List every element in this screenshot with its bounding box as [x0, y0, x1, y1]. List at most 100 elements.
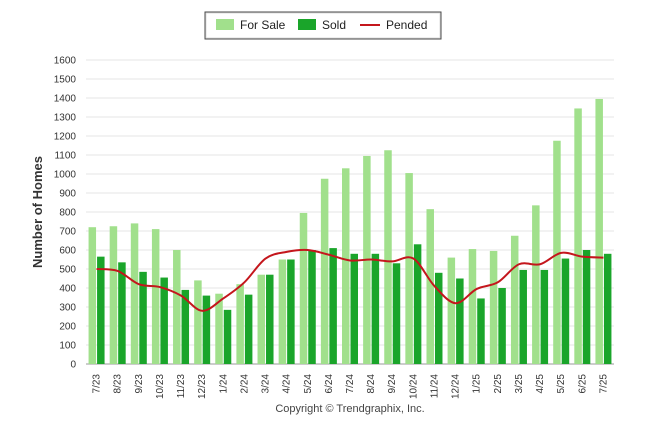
bar-sold [350, 253, 358, 364]
bar-for-sale [405, 173, 413, 364]
x-tick-label: 2/24 [239, 374, 250, 394]
bar-sold [118, 262, 126, 364]
bar-sold [266, 274, 274, 364]
legend-swatch-sold [298, 19, 316, 30]
y-tick-label: 1500 [54, 75, 77, 86]
bar-for-sale [489, 250, 498, 364]
y-tick-label: 600 [59, 246, 76, 257]
bar-sold [139, 271, 147, 364]
x-tick-label: 11/24 [429, 374, 440, 399]
bar-sold [561, 258, 570, 364]
bar-sold [582, 250, 591, 364]
bar-sold [329, 248, 337, 364]
x-tick-label: 7/25 [598, 374, 609, 394]
x-tick-label: 7/23 [92, 374, 103, 394]
bar-sold [287, 259, 295, 364]
x-tick-label: 5/25 [556, 374, 567, 394]
bar-for-sale [257, 274, 266, 364]
bar-sold [97, 256, 105, 364]
x-tick-label: 6/24 [324, 374, 335, 394]
x-axis-ticks: 7/23 8/23 9/23 10/23 11/23 12/23 1/24 2/24 3/24 4… [92, 374, 610, 399]
bar-sold [434, 272, 443, 364]
bar-sold [498, 288, 506, 364]
x-tick-label: 11/23 [176, 374, 187, 399]
bar-for-sale [384, 150, 392, 364]
x-tick-label: 1/24 [218, 374, 229, 394]
y-tick-label: 500 [59, 265, 76, 276]
x-tick-label: 3/24 [261, 374, 272, 394]
bar-sold [244, 294, 253, 364]
bar-sold [540, 269, 549, 364]
x-tick-label: 8/24 [366, 374, 377, 394]
x-tick-label: 8/23 [113, 374, 124, 394]
x-tick-label: 10/23 [155, 374, 166, 399]
bar-sold [477, 298, 485, 364]
y-tick-label: 1000 [54, 170, 77, 181]
bar-for-sale [194, 280, 202, 364]
x-tick-label: 12/23 [197, 374, 208, 399]
x-tick-label: 5/24 [303, 374, 314, 394]
y-tick-label: 0 [70, 360, 76, 371]
bar-for-sale [447, 257, 456, 364]
bar-sold [413, 244, 422, 364]
x-tick-label: 2/25 [493, 374, 504, 394]
x-tick-label: 4/24 [282, 374, 293, 394]
legend-label-for-sale: For Sale [240, 18, 286, 32]
bar-for-sale [109, 226, 118, 364]
pended-series-line [96, 248, 604, 312]
y-tick-label: 100 [59, 341, 76, 352]
x-tick-label: 7/24 [345, 374, 356, 394]
legend-swatch-for-sale [216, 19, 234, 30]
y-tick-label: 1400 [54, 94, 77, 105]
bar-for-sale [130, 223, 139, 364]
bar-sold [223, 309, 232, 364]
bar-for-sale [88, 227, 97, 364]
x-tick-label: 10/24 [408, 374, 419, 399]
bar-sold [181, 289, 190, 364]
bar-sold [603, 253, 612, 364]
bar-for-sale [553, 140, 561, 364]
x-tick-label: 6/25 [577, 374, 588, 394]
bar-sold [308, 250, 316, 364]
x-tick-label: 3/25 [514, 374, 525, 394]
bar-for-sale [595, 98, 603, 364]
x-tick-label: 1/25 [472, 374, 483, 394]
y-tick-label: 700 [59, 227, 76, 238]
x-tick-label: 9/24 [387, 374, 398, 394]
y-tick-label: 200 [59, 322, 76, 333]
legend-label-pended: Pended [386, 18, 427, 32]
x-tick-label: 12/24 [451, 374, 462, 399]
y-tick-label: 1600 [54, 56, 77, 67]
bar-sold [202, 295, 211, 364]
bar-for-sale [299, 212, 308, 364]
y-tick-label: 800 [59, 208, 76, 219]
y-tick-label: 900 [59, 189, 76, 200]
bar-for-sale [173, 250, 181, 364]
y-axis-ticks: 0 100 200 300 400 500 600 700 800 900 1000 1100 1200… [54, 56, 77, 371]
bar-for-sale [426, 209, 434, 364]
bar-sold [160, 277, 168, 364]
bar-for-sale [510, 235, 519, 364]
y-tick-label: 1100 [54, 151, 76, 162]
x-tick-label: 4/25 [535, 374, 546, 394]
bar-for-sale [574, 108, 582, 364]
y-tick-label: 300 [59, 303, 76, 314]
y-tick-label: 1300 [54, 113, 77, 124]
bar-for-sale [151, 229, 160, 364]
y-tick-label: 400 [59, 284, 76, 295]
pended-line [96, 248, 604, 312]
y-tick-label: 1200 [54, 132, 77, 143]
bar-for-sale [215, 293, 223, 364]
bar-for-sale [468, 249, 477, 364]
x-tick-label: 9/23 [134, 374, 145, 394]
bar-for-sale [236, 284, 244, 364]
bar-for-sale [342, 168, 350, 364]
bar-sold [456, 278, 464, 364]
y-axis-title: Number of Homes [30, 156, 45, 268]
bar-sold [519, 269, 527, 364]
legend-label-sold: Sold [322, 18, 346, 32]
legend: For Sale Sold Pended [204, 11, 442, 40]
bar-for-sale [320, 178, 329, 364]
copyright-text: Copyright © Trendgraphix, Inc. [275, 403, 424, 415]
